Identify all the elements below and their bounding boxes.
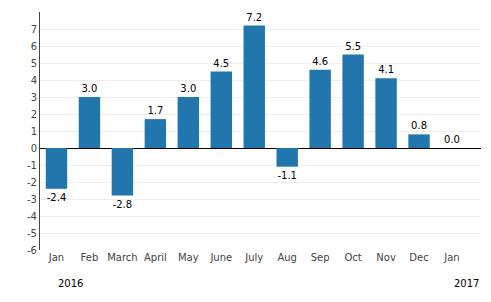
svg-text:6: 6 xyxy=(31,41,37,52)
svg-text:-6: -6 xyxy=(27,245,37,256)
svg-text:-2: -2 xyxy=(27,177,37,188)
svg-text:-4: -4 xyxy=(27,211,37,222)
svg-text:3: 3 xyxy=(31,92,37,103)
svg-text:4.5: 4.5 xyxy=(213,58,229,69)
svg-text:2016: 2016 xyxy=(58,278,83,289)
svg-text:4.1: 4.1 xyxy=(378,64,394,75)
svg-text:2017: 2017 xyxy=(454,278,479,289)
svg-text:0.0: 0.0 xyxy=(444,134,460,145)
svg-text:Nov: Nov xyxy=(376,252,396,263)
svg-text:4.6: 4.6 xyxy=(312,56,328,67)
svg-text:July: July xyxy=(244,252,263,263)
svg-text:3.0: 3.0 xyxy=(180,83,196,94)
svg-text:5: 5 xyxy=(31,58,37,69)
svg-text:1.7: 1.7 xyxy=(147,105,163,116)
svg-text:Oct: Oct xyxy=(344,252,361,263)
svg-text:Jan: Jan xyxy=(48,252,64,263)
svg-text:June: June xyxy=(209,252,232,263)
svg-text:0: 0 xyxy=(31,143,37,154)
svg-text:7: 7 xyxy=(31,24,37,35)
svg-text:5.5: 5.5 xyxy=(345,41,361,52)
svg-text:April: April xyxy=(144,252,167,263)
svg-text:Aug: Aug xyxy=(277,252,297,263)
svg-text:-1: -1 xyxy=(27,160,37,171)
svg-text:0.8: 0.8 xyxy=(411,120,427,131)
svg-text:-3: -3 xyxy=(27,194,37,205)
svg-text:3.0: 3.0 xyxy=(81,83,97,94)
svg-text:Feb: Feb xyxy=(81,252,99,263)
svg-text:Dec: Dec xyxy=(409,252,428,263)
svg-text:1: 1 xyxy=(31,126,37,137)
svg-text:Sep: Sep xyxy=(311,252,330,263)
svg-text:-2.8: -2.8 xyxy=(113,199,133,210)
svg-text:-5: -5 xyxy=(27,228,37,239)
svg-text:Jan: Jan xyxy=(443,252,459,263)
svg-text:-1.1: -1.1 xyxy=(277,170,297,181)
svg-text:May: May xyxy=(178,252,199,263)
svg-text:2: 2 xyxy=(31,109,37,120)
svg-text:7.2: 7.2 xyxy=(246,12,262,23)
svg-text:-2.4: -2.4 xyxy=(47,192,67,203)
svg-text:March: March xyxy=(107,252,137,263)
svg-text:4: 4 xyxy=(31,75,37,86)
